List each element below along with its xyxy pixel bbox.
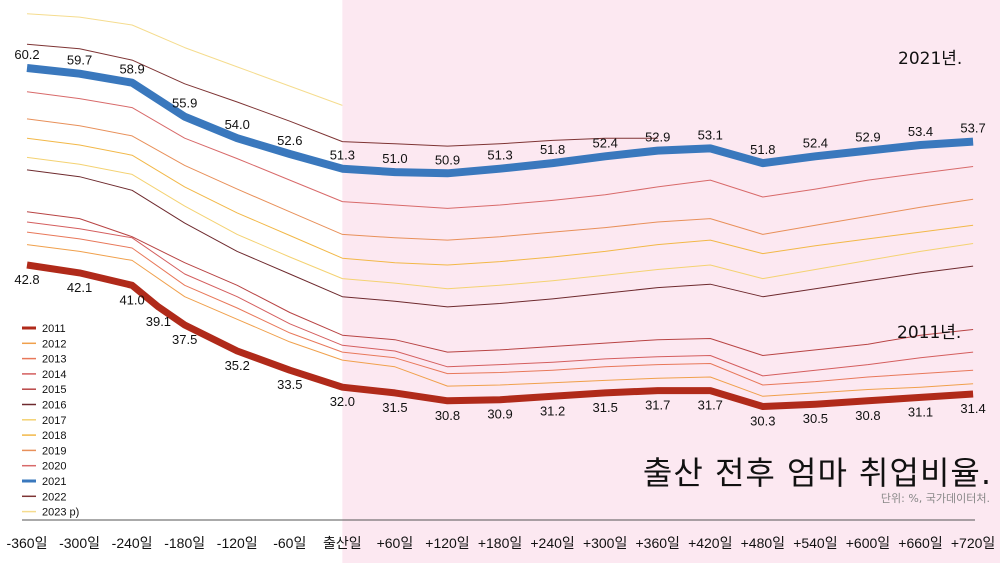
x-tick-label: +720일	[951, 535, 995, 551]
legend-label: 2012	[42, 338, 66, 350]
data-label: 51.3	[487, 148, 512, 163]
x-tick-label: +420일	[688, 535, 732, 551]
x-tick-label: +600일	[846, 535, 890, 551]
data-label: 31.5	[382, 400, 407, 415]
annotation-2021: 2021년.	[898, 49, 963, 69]
x-tick-label: +300일	[583, 535, 627, 551]
data-label: 30.3	[750, 413, 775, 428]
x-tick-label: +480일	[741, 535, 785, 551]
x-tick-label: 출산일	[323, 535, 362, 551]
data-label: 39.1	[146, 314, 171, 329]
post-birth-band	[342, 0, 1000, 563]
data-label: 54.0	[225, 117, 250, 132]
data-label: 52.9	[855, 130, 880, 145]
data-label: 31.7	[698, 398, 723, 413]
data-label: 30.8	[855, 408, 880, 423]
legend-label: 2020	[42, 461, 66, 473]
data-label: 50.9	[435, 152, 460, 167]
data-label: 52.4	[593, 135, 618, 150]
chart-subtitle: 단위: %, 국가데이터처.	[880, 492, 990, 505]
legend-label: 2011	[42, 323, 66, 335]
data-label: 30.9	[487, 407, 512, 422]
data-label: 53.4	[908, 124, 933, 139]
series-line-2012	[26, 244, 974, 397]
x-tick-label: +540일	[793, 535, 837, 551]
series-line-2023p	[26, 13, 343, 106]
legend-label: 2017	[42, 415, 66, 427]
data-label: 55.9	[172, 96, 197, 111]
legend-label: 2013	[42, 354, 66, 366]
data-label: 53.1	[698, 127, 723, 142]
data-label: 30.8	[435, 408, 460, 423]
data-label: 33.5	[277, 377, 302, 392]
x-tick-label: -360일	[7, 535, 48, 551]
data-label: 51.3	[330, 148, 355, 163]
series-line-2011	[26, 261, 974, 410]
legend-label: 2016	[42, 400, 66, 412]
data-label: 52.4	[803, 135, 828, 150]
series-line-2017	[26, 156, 974, 290]
series-line-2019	[26, 118, 974, 241]
data-label: 52.9	[645, 130, 670, 145]
data-label: 42.8	[14, 272, 39, 287]
series-line-2020	[26, 91, 974, 209]
data-label: 32.0	[330, 394, 355, 409]
data-label: 51.0	[382, 151, 407, 166]
series-line-2018	[26, 137, 974, 266]
data-label: 31.4	[960, 401, 985, 416]
x-tick-label: +120일	[425, 535, 469, 551]
x-tick-label: -180일	[164, 535, 205, 551]
x-tick-label: +180일	[478, 535, 522, 551]
data-label: 37.5	[172, 332, 197, 347]
data-label: 31.2	[540, 403, 565, 418]
data-label: 51.8	[540, 142, 565, 157]
data-label: 60.2	[14, 47, 39, 62]
data-label: 42.1	[67, 280, 92, 295]
data-label: 41.0	[119, 292, 144, 307]
legend-label: 2018	[42, 430, 66, 442]
data-label: 52.6	[277, 133, 302, 148]
data-label: 31.5	[593, 400, 618, 415]
chart-title: 출산 전후 엄마 취업비율.	[642, 454, 992, 492]
data-label: 51.8	[750, 142, 775, 157]
x-tick-label: -300일	[59, 535, 100, 551]
legend-label: 2022	[42, 491, 66, 503]
data-labels: 42.8 42.1 41.039.137.5 35.2 33.5 32.0 31.5 30.8…	[14, 47, 985, 428]
legend: 2011 2012 2013 2014 2015 2016 2017 2018 2019 2020…	[22, 323, 79, 519]
annotation-2011: 2011년.	[897, 323, 962, 343]
data-label: 30.5	[803, 411, 828, 426]
data-label: 31.7	[645, 398, 670, 413]
x-tick-label: -120일	[217, 535, 258, 551]
data-label: 59.7	[67, 53, 92, 68]
series-line-2014	[26, 221, 974, 377]
x-tick-label: +660일	[898, 535, 942, 551]
x-tick-label: -60일	[273, 535, 306, 551]
x-tick-label: -240일	[112, 535, 153, 551]
data-label: 35.2	[225, 358, 250, 373]
legend-label: 2021	[42, 476, 66, 488]
legend-label: 2019	[42, 445, 66, 457]
x-tick-label: +240일	[530, 535, 574, 551]
x-tick-label: +360일	[636, 535, 680, 551]
x-tick-label: +60일	[377, 535, 414, 551]
data-label: 58.9	[119, 62, 144, 77]
series-line-2022	[26, 43, 658, 147]
series-line-2013	[26, 231, 974, 386]
series-line-2016	[26, 169, 974, 308]
legend-label: 2023 p)	[42, 507, 79, 519]
legend-label: 2015	[42, 384, 66, 396]
legend-label: 2014	[42, 369, 66, 381]
series-lines	[26, 13, 974, 410]
series-line-2021	[26, 64, 974, 178]
data-label: 53.7	[960, 121, 985, 136]
data-label: 31.1	[908, 404, 933, 419]
x-tick-labels: -360일 -300일 -240일 -180일 -120일 -60일 출산일 +60일 +120…	[7, 535, 996, 551]
series-line-2015	[26, 211, 974, 356]
